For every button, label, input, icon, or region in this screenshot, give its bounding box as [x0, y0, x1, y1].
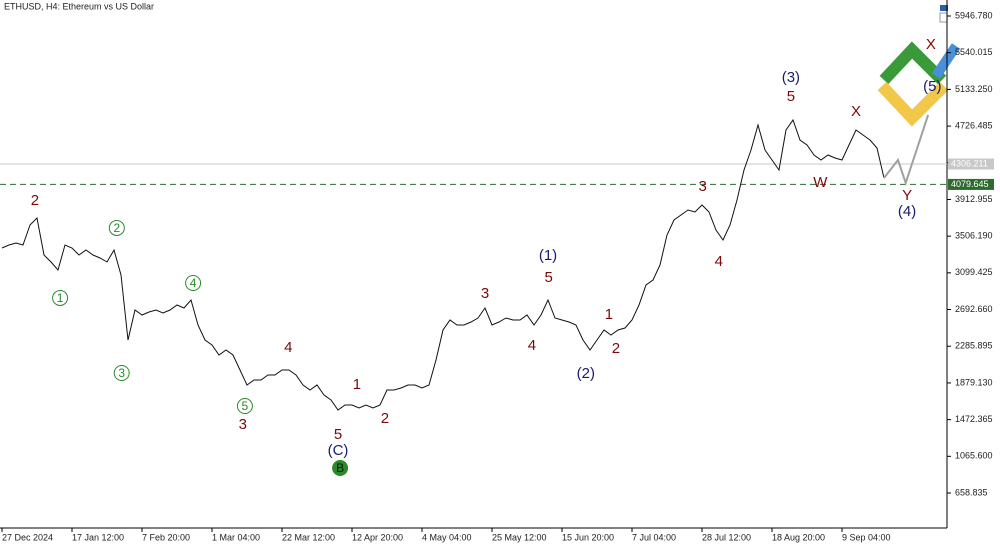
wave-label: (5) [923, 78, 941, 95]
wave-circle [185, 274, 202, 291]
chart-title: ETHUSD, H4: Ethereum vs US Dollar [4, 1, 154, 11]
y-tick-label: 1879.130 [955, 377, 993, 387]
wave-label: 2 [113, 221, 120, 235]
wave-label: (3) [782, 69, 800, 86]
y-tick-label: 5540.015 [955, 47, 993, 57]
price-line-series [1, 118, 885, 411]
wave-label: 3 [118, 366, 125, 380]
y-tick-label: 1065.600 [955, 451, 993, 461]
wave-label: 5 [334, 426, 342, 443]
y-tick-label: 2285.895 [955, 341, 993, 351]
wave-label: B [336, 461, 344, 475]
wave-label: 3 [239, 416, 247, 433]
x-tick-label: 1 Mar 04:00 [212, 532, 260, 542]
wave-label: 5 [787, 88, 795, 105]
x-tick-label: 7 Jul 04:00 [632, 532, 676, 542]
price-label: 4079.645 [951, 179, 989, 189]
y-tick-label: 3506.190 [955, 231, 993, 241]
wave-label: 5 [545, 269, 553, 286]
wave-label: (2) [577, 365, 595, 382]
logo-green [879, 41, 947, 85]
wave-label: X [926, 36, 936, 53]
wave-label: 1 [605, 306, 613, 323]
wave-label: W [813, 174, 828, 191]
price-label-box [948, 158, 994, 170]
x-tick-label: 27 Dec 2024 [2, 532, 53, 542]
y-tick-label: 2692.660 [955, 304, 993, 314]
wave-label: 3 [699, 178, 707, 195]
wave-label: (4) [898, 203, 916, 220]
y-tick-label: 5133.250 [955, 84, 993, 94]
wave-label: 1 [57, 291, 64, 305]
wave-label: 4 [528, 337, 536, 354]
wave-label: X [851, 103, 861, 120]
wave-label: 4 [284, 339, 292, 356]
x-tick-label: 25 May 12:00 [492, 532, 547, 542]
wave-circle [108, 219, 125, 236]
wave-label: 1 [353, 376, 361, 393]
plot-area [0, 0, 947, 528]
wave-circle [332, 459, 349, 476]
y-tick-label: 3912.955 [955, 194, 993, 204]
x-tick-label: 17 Jan 12:00 [72, 532, 124, 542]
x-tick-label: 18 Aug 20:00 [772, 532, 825, 542]
x-tick-label: 12 Apr 20:00 [352, 532, 403, 542]
wave-label: (1) [539, 247, 557, 264]
y-tick-label: 4726.485 [955, 120, 993, 130]
wave-label: 4 [715, 253, 723, 270]
wave-label: 5 [242, 399, 249, 413]
price-label: 4306.211 [951, 158, 988, 168]
y-tick-label: 5946.780 [955, 10, 993, 20]
wave-label: (C) [328, 442, 349, 459]
wave-circle [113, 365, 130, 382]
wave-circle [236, 398, 253, 415]
x-tick-label: 4 May 04:00 [422, 532, 472, 542]
icon [940, 5, 948, 11]
y-tick-label: 3099.425 [955, 267, 993, 277]
x-tick-label: 7 Feb 20:00 [142, 532, 190, 542]
y-tick-label: 658.835 [955, 487, 988, 497]
x-tick-label: 15 Jun 20:00 [562, 532, 614, 542]
y-tick-label: 1472.365 [955, 414, 993, 424]
logo-blue [931, 43, 961, 79]
wave-label: 2 [612, 340, 620, 357]
wave-label: Y [902, 187, 912, 204]
wave-label: 4 [190, 276, 197, 290]
logo-yellow [877, 81, 949, 127]
x-tick-label: 9 Sep 04:00 [842, 532, 891, 542]
wave-label: 2 [381, 410, 389, 427]
wave-label: 2 [31, 192, 39, 209]
x-tick-label: 28 Jul 12:00 [702, 532, 751, 542]
price-label-box [948, 178, 994, 190]
logo [877, 41, 961, 127]
x-tick-label: 22 Mar 12:00 [282, 532, 335, 542]
wave-circle [52, 289, 69, 306]
projection-line [883, 114, 930, 187]
wave-label: 3 [481, 285, 489, 302]
